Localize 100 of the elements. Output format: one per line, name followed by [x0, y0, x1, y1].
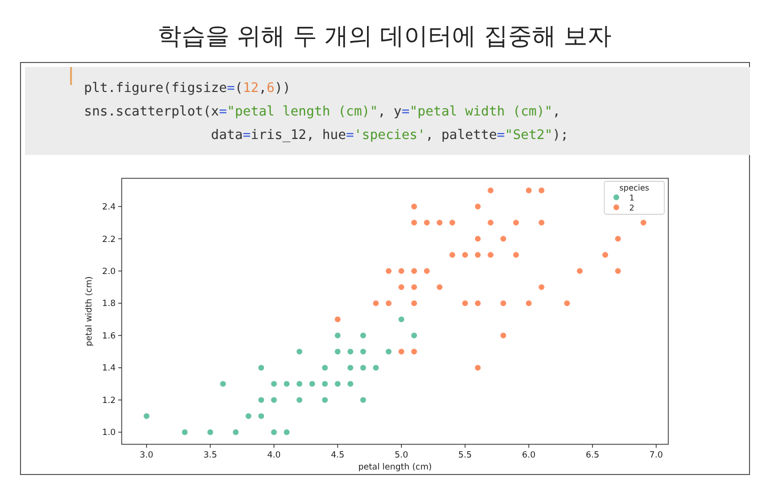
text: sns.scatterplot(x="petal length (cm)", y="petal width (cm)",: [84, 104, 560, 120]
point: [448, 219, 456, 226]
y-tick-label: 1.2: [102, 396, 116, 406]
x-tick-label: 5.0: [394, 450, 408, 460]
point: [462, 251, 469, 258]
x-tick-label: 3.5: [203, 450, 218, 460]
y-tick-label: 2.4: [102, 202, 116, 213]
point: [385, 300, 392, 307]
point: [283, 380, 290, 388]
x-tick-label: 6.5: [586, 450, 600, 460]
point: [385, 267, 392, 274]
point: [321, 380, 328, 388]
x-tick-label: 3.0: [140, 450, 154, 460]
point: [423, 219, 430, 226]
point: [283, 428, 290, 436]
point: [525, 186, 532, 194]
y-tick-label: 2.2: [102, 234, 116, 245]
point: [576, 267, 584, 274]
point: [640, 219, 647, 226]
point: [372, 364, 380, 372]
point: [258, 396, 265, 404]
legend-title: species: [619, 183, 650, 192]
point: [372, 300, 380, 307]
point: [321, 396, 328, 404]
x-tick-label: 6.0: [522, 450, 536, 460]
point: [474, 235, 482, 242]
point: [308, 380, 316, 388]
point: [474, 364, 482, 372]
point: [296, 396, 303, 404]
point: [410, 348, 418, 356]
point: [258, 364, 265, 372]
point: [538, 284, 546, 291]
point: [448, 251, 456, 258]
point: [296, 380, 303, 388]
point: [398, 316, 405, 323]
point: [538, 186, 546, 194]
point: [564, 300, 571, 307]
point: [360, 332, 367, 339]
point: [258, 412, 265, 420]
x-tick-label: 4.5: [330, 450, 344, 460]
point: [219, 380, 226, 388]
point: [602, 251, 609, 258]
point: [334, 380, 342, 388]
point: [487, 186, 494, 194]
point: [360, 364, 367, 372]
y-tick-label: 1.4: [102, 364, 116, 374]
point: [334, 316, 342, 323]
chart-title: 학습을 위해 두 개의 데이터에 집중해 보자: [158, 22, 612, 50]
point: [410, 332, 418, 339]
point: [474, 300, 482, 307]
point: [334, 348, 342, 356]
point: [500, 300, 507, 307]
point: [512, 219, 520, 226]
point: [525, 300, 532, 307]
point: [143, 412, 150, 420]
point: [244, 412, 252, 420]
text: data=iris_12, hue='species', palette="Set2");: [211, 128, 568, 143]
point: [474, 203, 482, 210]
point: [487, 251, 494, 258]
point: [398, 284, 405, 291]
point: [436, 284, 444, 291]
y-tick-label: 2.0: [102, 266, 116, 277]
point: [232, 428, 240, 436]
point: [462, 300, 469, 307]
point: [346, 364, 354, 372]
point: [346, 380, 354, 388]
point: [512, 251, 520, 258]
point: [346, 348, 354, 356]
point: [410, 219, 418, 226]
point: [410, 267, 418, 274]
x-tick-label: 5.5: [458, 450, 472, 460]
point: [410, 300, 418, 307]
y-axis-title: petal width (cm): [84, 276, 95, 346]
legend-label: 1: [629, 193, 634, 202]
point: [321, 364, 328, 372]
point: [360, 396, 367, 404]
x-tick-label: 7.0: [649, 450, 663, 460]
point: [474, 251, 482, 258]
point: [423, 267, 430, 274]
point: [487, 219, 494, 226]
y-tick-label: 1.6: [102, 331, 116, 342]
x-axis-title: petal length (cm): [358, 462, 432, 472]
point: [206, 428, 214, 436]
point: [334, 332, 342, 339]
point: [614, 267, 622, 274]
point: [270, 380, 278, 388]
point: [500, 332, 507, 339]
point: [398, 348, 405, 356]
point: [270, 428, 278, 436]
point: [410, 284, 418, 291]
point: [385, 348, 392, 356]
point: [181, 428, 188, 436]
x-tick-label: 4.0: [267, 450, 281, 460]
point: [270, 396, 278, 404]
point: [296, 348, 303, 356]
point: [436, 219, 444, 226]
point: [410, 203, 418, 210]
y-tick-label: 1.8: [102, 299, 116, 310]
point: [614, 235, 622, 242]
text: plt.figure(figsize=(12,6)): [84, 81, 291, 96]
